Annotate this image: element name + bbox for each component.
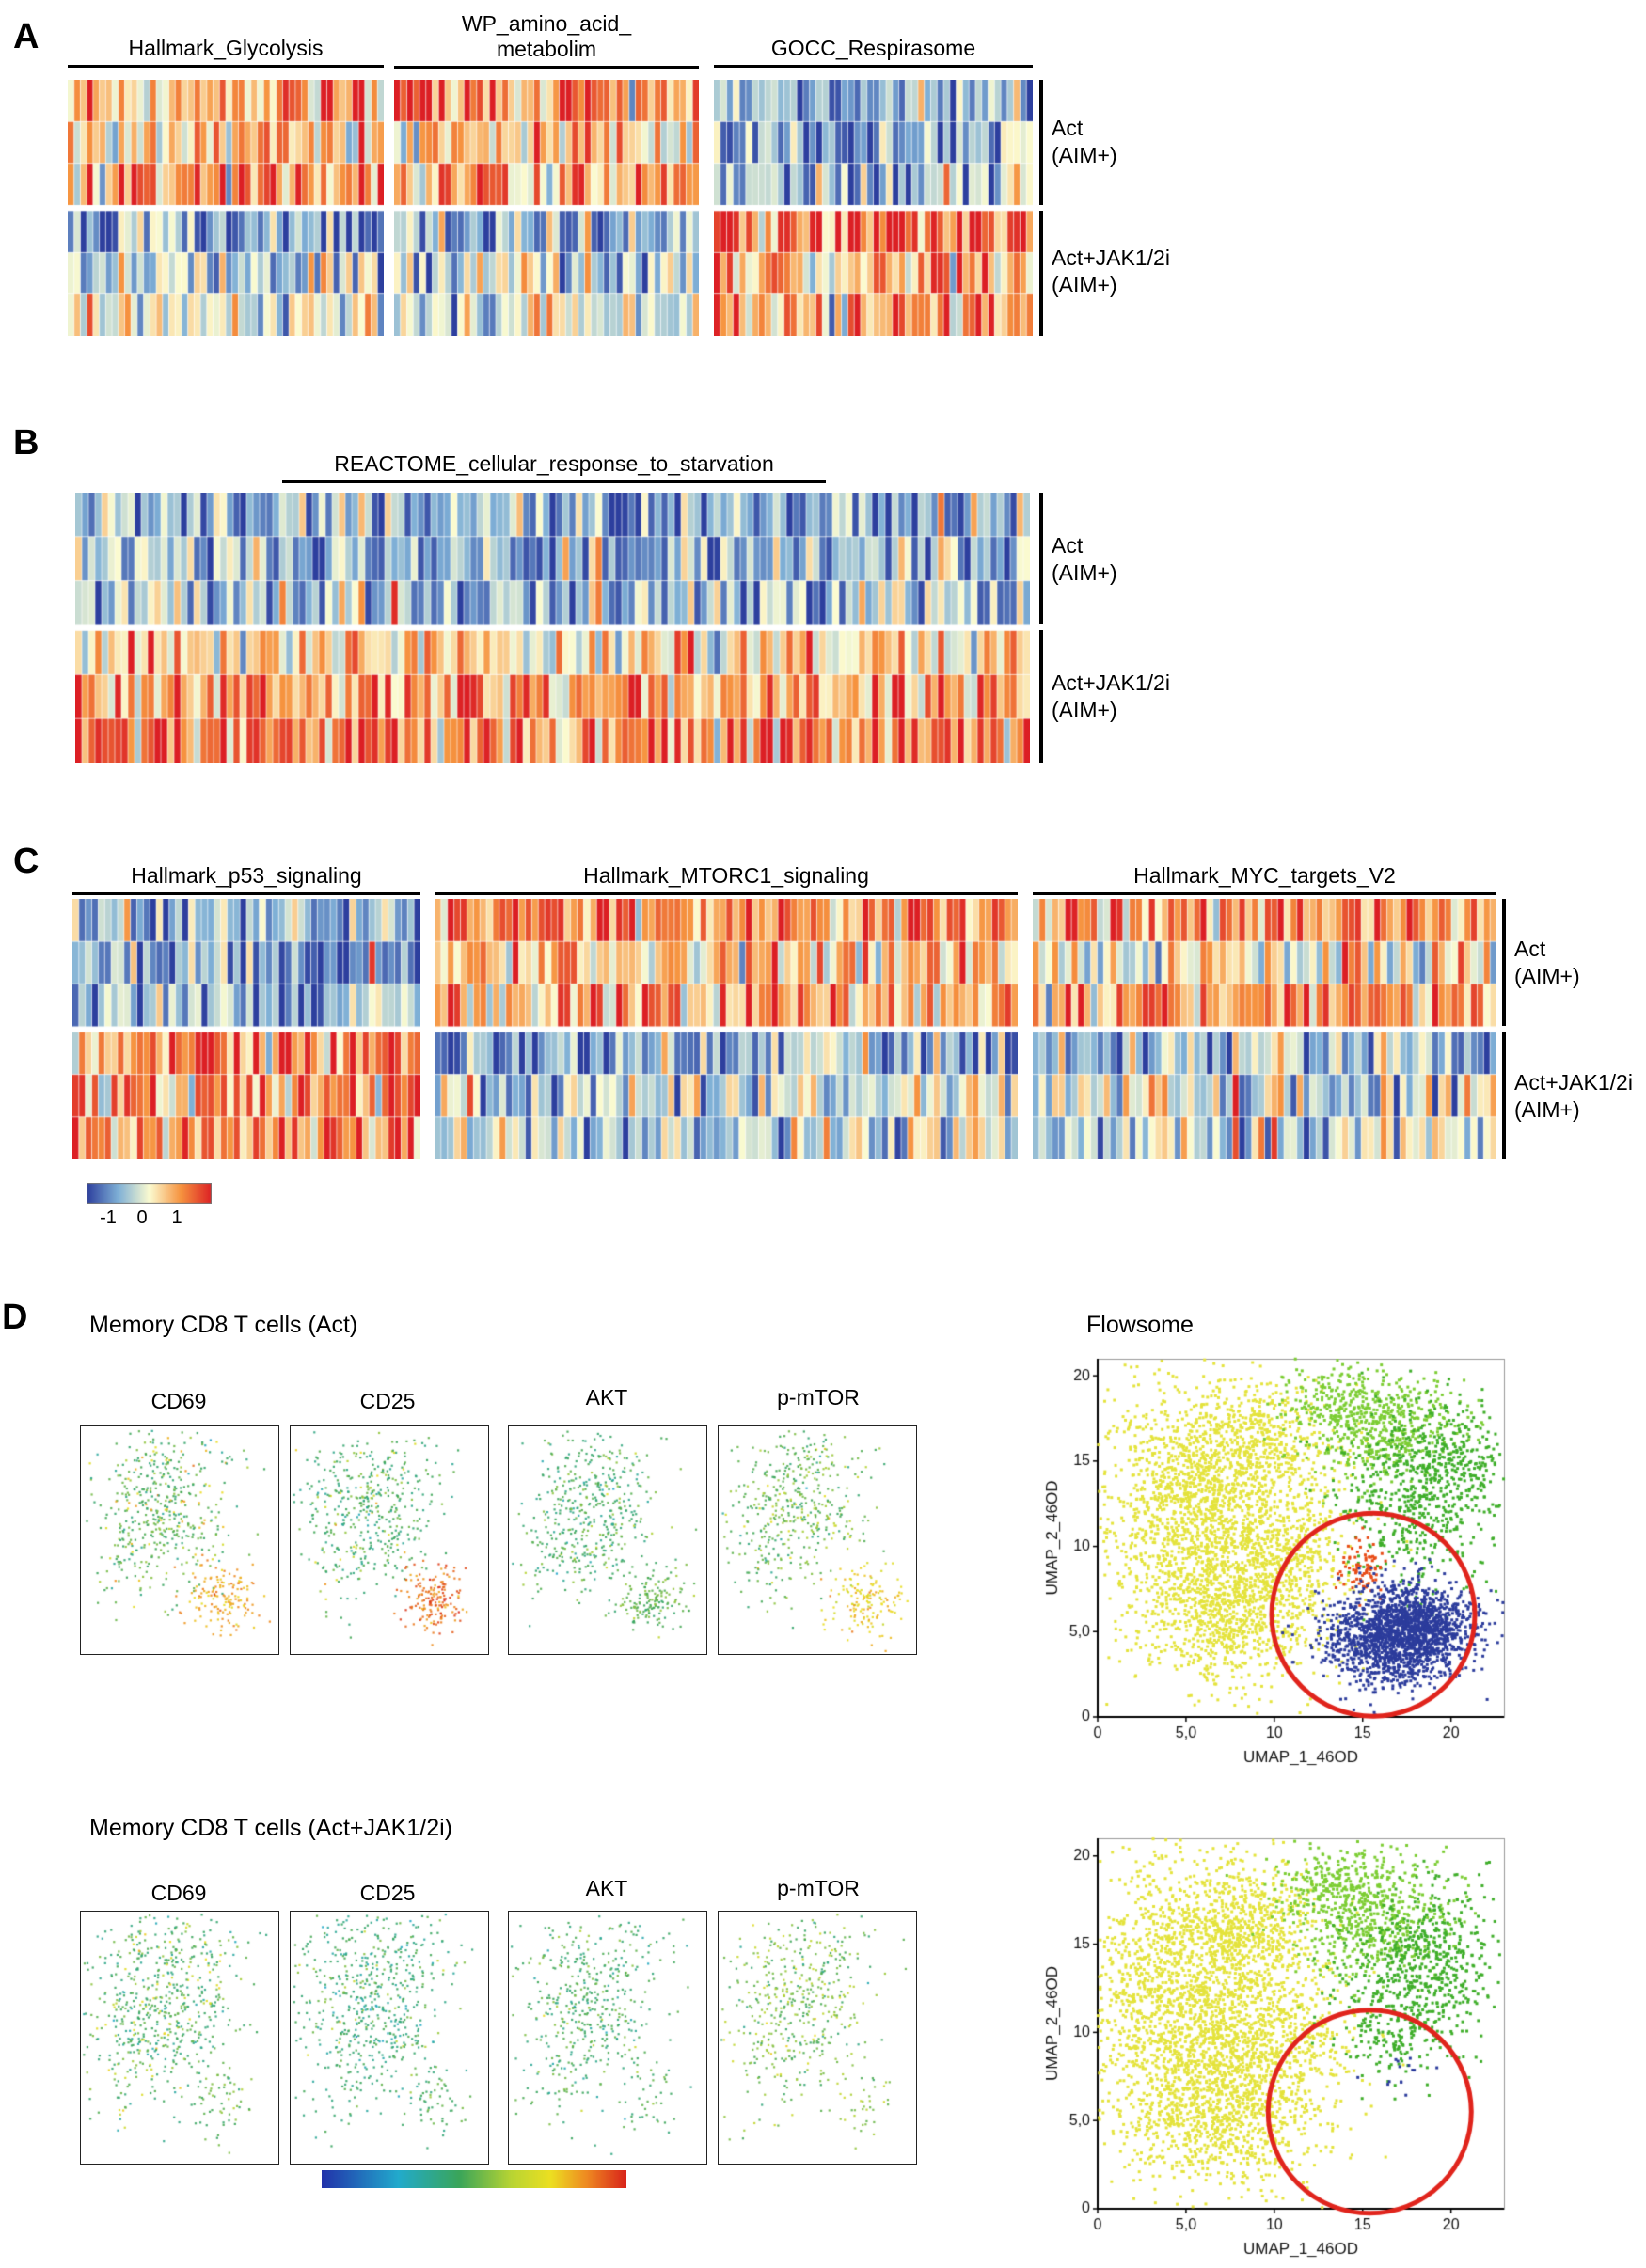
heatmap-title-respirasome-text: GOCC_Respirasome [770,36,976,60]
panel-c-group-label-jak: Act+JAK1/2i (AIM+) [1514,1069,1633,1124]
group-label-act-line1: Act [1052,116,1084,140]
mini-umap-cd25-act [290,1425,489,1655]
group-label-jak-line1: Act+JAK1/2i [1052,245,1170,270]
panel-b-group-label-act: Act (AIM+) [1052,532,1117,587]
marker-title-pmtor-act: p-mTOR [777,1385,860,1410]
heatmap-title-amino-acid-line1: WP_amino_acid_ [461,11,632,36]
mini-umap-pmtor-jak [718,1911,917,2165]
colorbar-tick-1: 1 [171,1207,182,1228]
heatmap-starvation-canvas [75,493,1030,763]
heatmap-title-respirasome: GOCC_Respirasome [714,36,1033,68]
group-label-act-line1: Act [1514,937,1546,961]
panel-a-label: A [13,17,40,56]
group-label-act-line2: (AIM+) [1514,964,1580,988]
panel-b-act-bracket [1039,493,1043,624]
panel-a-group-label-jak: Act+JAK1/2i (AIM+) [1052,244,1170,299]
heatmap-title-myc-text: Hallmark_MYC_targets_V2 [1133,863,1396,888]
group-label-jak-line2: (AIM+) [1052,273,1117,297]
mini-umap-cd69-jak [80,1911,279,2165]
marker-title-akt-act: AKT [585,1385,628,1410]
panel-c-label: C [13,842,40,881]
heatmap-title-p53: Hallmark_p53_signaling [72,863,420,895]
panel-a-act-bracket [1039,80,1043,205]
marker-title-cd69-jak: CD69 [150,1881,207,1905]
colorbar-tick-0: 0 [136,1207,148,1228]
heatmap-title-myc: Hallmark_MYC_targets_V2 [1033,863,1496,895]
heatmap-title-amino-acid: WP_amino_acid_ metabolim [394,11,699,69]
group-label-jak-line1: Act+JAK1/2i [1052,670,1170,695]
panel-c-act-bracket [1502,899,1506,1026]
heatmap-mtorc1-canvas [435,899,1018,1159]
memory-jak-title: Memory CD8 T cells (Act+JAK1/2i) [89,1815,452,1841]
marker-title-cd25-act: CD25 [359,1389,416,1413]
panel-d-label: D [2,1298,28,1337]
heatmap-colorbar [87,1183,212,1204]
mini-umap-cd25-jak [290,1911,489,2165]
marker-title-cd25-jak: CD25 [359,1881,416,1905]
heatmap-title-amino-acid-line2: metabolim [496,37,597,61]
group-label-act-line2: (AIM+) [1052,143,1117,167]
marker-title-cd69-act: CD69 [150,1389,207,1413]
heatmap-title-p53-text: Hallmark_p53_signaling [131,863,362,888]
flowsome-umap-jak [1042,1826,1569,2268]
group-label-jak-line1: Act+JAK1/2i [1514,1070,1633,1095]
heatmap-title-mtorc1: Hallmark_MTORC1_signaling [435,863,1018,895]
marker-title-akt-jak: AKT [585,1876,628,1900]
mini-umap-akt-jak [508,1911,707,2165]
group-label-jak-line2: (AIM+) [1514,1097,1580,1122]
group-label-act-line1: Act [1052,533,1084,558]
group-label-jak-line2: (AIM+) [1052,698,1117,722]
heatmap-title-starvation: REACTOME_cellular_response_to_starvation [282,451,826,483]
flowsome-title: Flowsome [1086,1312,1194,1338]
heatmap-glycolysis-canvas [68,80,384,336]
heatmap-myc-canvas [1033,899,1496,1159]
panel-c-group-label-act: Act (AIM+) [1514,936,1580,990]
colorbar-tick-neg1: -1 [100,1207,117,1228]
panel-b-label: B [13,423,40,463]
panel-b-group-label-jak: Act+JAK1/2i (AIM+) [1052,669,1170,724]
flowsome-umap-act [1042,1347,1569,1788]
heatmap-p53-canvas [72,899,420,1159]
heatmap-title-mtorc1-text: Hallmark_MTORC1_signaling [583,863,869,888]
heatmap-title-glycolysis: Hallmark_Glycolysis [68,36,384,68]
group-label-act-line2: (AIM+) [1052,560,1117,585]
jet-colorbar [322,2170,626,2188]
mini-umap-cd69-act [80,1425,279,1655]
panel-b-jak-bracket [1039,630,1043,763]
mini-umap-pmtor-act [718,1425,917,1655]
heatmap-title-glycolysis-text: Hallmark_Glycolysis [128,36,324,60]
mini-umap-akt-act [508,1425,707,1655]
panel-c-jak-bracket [1502,1032,1506,1159]
heatmap-respirasome-canvas [714,80,1033,336]
panel-a-jak-bracket [1039,211,1043,336]
heatmap-title-starvation-text: REACTOME_cellular_response_to_starvation [334,451,774,476]
panel-a-group-label-act: Act (AIM+) [1052,115,1117,169]
marker-title-pmtor-jak: p-mTOR [777,1876,860,1900]
heatmap-amino-acid-canvas [394,80,699,336]
memory-act-title: Memory CD8 T cells (Act) [89,1312,358,1338]
